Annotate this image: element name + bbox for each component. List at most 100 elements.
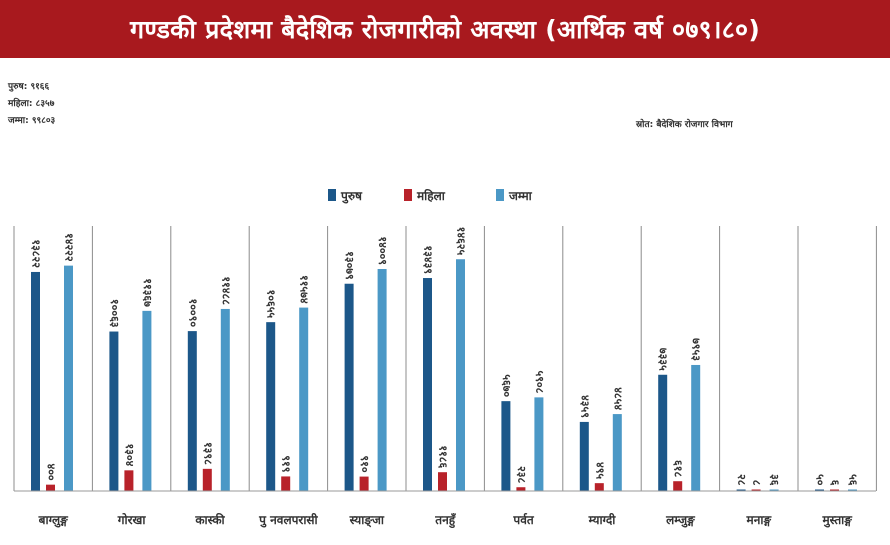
legend-swatch (404, 189, 412, 201)
value-label: १३०७९ (343, 251, 356, 280)
value-label: ७३३५ (657, 348, 670, 371)
bar (579, 421, 589, 491)
bar (501, 401, 511, 491)
bar (220, 308, 230, 491)
bar (848, 489, 857, 491)
summary-male-label: पुरुष: (8, 82, 28, 92)
legend-label: महिला (416, 189, 446, 203)
value-label: १३८२२ (30, 239, 43, 268)
bar (187, 331, 197, 491)
summary-total: जम्मा: ९९८०३ (8, 117, 55, 126)
value-label: १००६३ (108, 299, 121, 328)
value-label: ८ (750, 480, 763, 486)
bar (266, 322, 276, 491)
bar (658, 374, 668, 491)
bar (612, 414, 622, 491)
value-label: १०६५५ (265, 290, 278, 319)
bar (456, 259, 465, 491)
bar (830, 489, 839, 491)
category-labels: बाग्लुङ्ग गोरखा कास्की पु नवलपरासी स्याङ्जा त… (38, 513, 854, 529)
bar (534, 397, 544, 491)
bar (281, 476, 291, 491)
legend-label: जम्मा (508, 189, 533, 203)
value-label: ५६ (847, 474, 860, 486)
value-label: ४८५४ (611, 387, 624, 410)
title-bar: गण्डकी प्रदेशमा बैदेशिक रोजगारीको अवस्था… (0, 0, 890, 58)
bar (516, 487, 526, 491)
bar (423, 278, 432, 491)
bar (673, 481, 683, 491)
bars (31, 259, 857, 491)
category-label: गोरखा (117, 513, 147, 527)
category-label: मनाङ्ग (746, 513, 773, 527)
legend-swatch (496, 189, 504, 201)
value-label: ५६७० (500, 374, 513, 397)
bar (594, 483, 604, 491)
value-label: १००९० (186, 298, 199, 327)
value-label: ९१० (358, 455, 371, 472)
value-label: १४००९ (376, 236, 389, 265)
value-label: ७९५३ (690, 338, 703, 361)
value-label: ११८६ (437, 445, 450, 468)
bar (815, 489, 824, 491)
category-label: म्याग्दी (588, 513, 617, 527)
value-label: ९१९ (280, 455, 293, 472)
group-separators (13, 226, 877, 491)
value-label: ११५७४ (298, 275, 311, 304)
bar (359, 476, 369, 491)
summary-total-label: जम्मा: (8, 116, 29, 126)
bar (64, 265, 73, 491)
summary-male-value: ९१६६ (30, 82, 50, 92)
bar (769, 489, 779, 491)
chart-title: गण्डकी प्रदेशमा बैदेशिक रोजगारीको अवस्था… (129, 15, 761, 44)
bar (124, 470, 134, 491)
value-label: १३४३९ (422, 245, 435, 274)
category-label: मुस्ताङ्ग (822, 513, 854, 528)
category-label: पर्वत (512, 513, 534, 527)
value-label: २३८ (515, 466, 528, 483)
category-label: बाग्लुङ्ग (38, 513, 69, 528)
category-label: लम्जुङ्ग (665, 513, 696, 528)
bar (142, 310, 152, 491)
legend-label: पुरुष (340, 189, 363, 204)
value-label: ४३५९ (578, 395, 591, 418)
bar (202, 468, 212, 491)
bar (377, 268, 387, 491)
summary-male: पुरुष: ९१६६ (8, 83, 49, 92)
bar (299, 307, 309, 491)
value-label: १४६२५ (455, 227, 468, 256)
summary-female: महिला: ८३५७ (8, 100, 54, 109)
bar (736, 489, 746, 491)
bar (691, 364, 701, 491)
bar (344, 283, 354, 491)
value-label: १३०४ (123, 443, 136, 466)
value-label: ११४८८ (219, 276, 232, 305)
value-label: ६ (829, 480, 842, 486)
value-label: २८ (735, 474, 748, 486)
value-label: ४०० (45, 463, 58, 480)
category-label: तनहुँ (434, 513, 456, 529)
value-label: १३९८ (201, 442, 214, 465)
source-note: स्रोत: बैदेशिक रोजगार विभाग (636, 120, 733, 130)
value-label: ६१८ (672, 460, 685, 477)
value-label: ५० (814, 474, 827, 486)
summary-total-value: ९९८०३ (31, 116, 56, 126)
value-label: ५९०८ (533, 370, 546, 393)
value-label: ३६ (768, 474, 781, 486)
summary-female-label: महिला: (8, 99, 33, 109)
legend: पुरुष महिला जम्मा (328, 189, 533, 204)
category-label: कास्की (194, 513, 225, 527)
bar (31, 271, 40, 491)
bar (46, 484, 55, 491)
bar (109, 331, 119, 491)
value-label: ४९५ (593, 462, 606, 479)
category-label: स्याङ्जा (349, 513, 385, 528)
value-label: १४२२२ (63, 233, 76, 262)
bar (751, 489, 761, 491)
legend-swatch (328, 189, 336, 201)
summary-female-value: ८३५७ (35, 99, 55, 109)
bar (438, 472, 447, 491)
value-labels: १३८२२ ४०० १४२२२ १००६३ १३०४ ११३६७ १००९० १३९८ ११४८… (30, 227, 860, 486)
value-label: ११३६७ (141, 278, 154, 307)
